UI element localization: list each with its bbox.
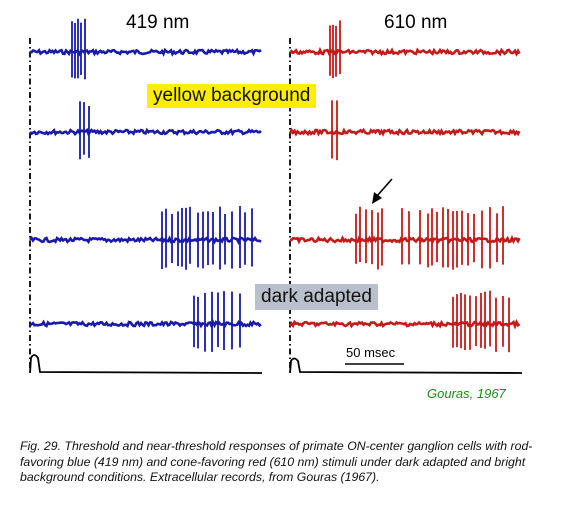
- column-title-419nm: 419 nm: [126, 12, 189, 33]
- trace-baseline-red-3: [289, 234, 521, 245]
- stimulus-trace-red: [289, 357, 523, 374]
- arrow-head-icon: [372, 192, 382, 204]
- column-title-610nm: 610 nm: [384, 12, 447, 33]
- trace-baseline-blue-3: [29, 235, 262, 246]
- trace-baseline-blue-2: [29, 127, 262, 137]
- figure-caption: Fig. 29. Threshold and near-threshold re…: [20, 439, 533, 484]
- stimulus-trace-blue: [29, 354, 263, 374]
- dark-adapted-label: dark adapted: [255, 284, 378, 310]
- trace-baseline-red-1: [288, 46, 521, 57]
- arrow-shaft: [376, 178, 393, 197]
- citation: Gouras, 1967: [427, 386, 506, 401]
- trace-baseline-blue-1: [29, 47, 262, 57]
- trace-baseline-blue-4: [29, 319, 262, 330]
- spike-traces: [29, 18, 521, 353]
- yellow-background-label: yellow background: [147, 84, 317, 108]
- trace-baseline-red-2: [288, 127, 521, 137]
- scale-bar-label: 50 msec: [346, 345, 396, 360]
